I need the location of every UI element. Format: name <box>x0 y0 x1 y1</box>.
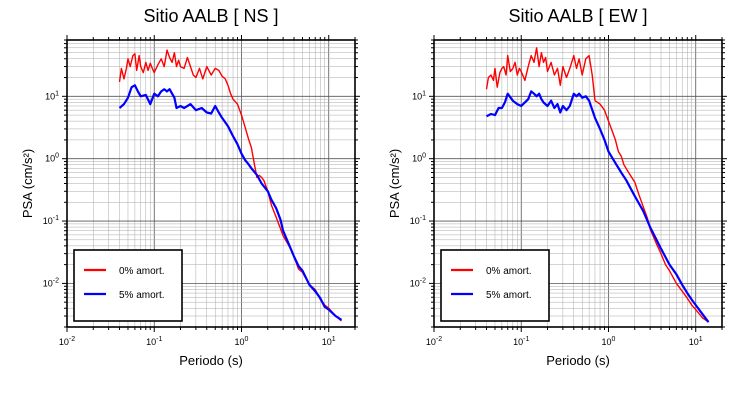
x-tick-label-base: 10 <box>426 337 436 347</box>
x-axis-label: Periodo (s) <box>546 353 610 368</box>
y-tick-label-exponent: 0 <box>422 153 426 160</box>
chart-title: Sitio AALB [ NS ] <box>143 6 278 26</box>
series-line-2 <box>118 84 343 321</box>
x-tick-label-base: 10 <box>146 337 156 347</box>
y-tick-label-base: 10 <box>410 216 420 226</box>
y-tick-label-exponent: -1 <box>420 215 426 222</box>
x-axis-label: Periodo (s) <box>179 353 243 368</box>
x-tick-label-exponent: 0 <box>245 336 249 343</box>
x-tick-label: 100 <box>235 336 249 347</box>
y-tick-label: 101 <box>412 90 426 101</box>
y-tick-label: 100 <box>45 153 59 164</box>
legend: 0% amort. 5% amort. <box>73 249 183 322</box>
y-tick-label-base: 10 <box>412 154 422 164</box>
x-tick-label-base: 10 <box>602 337 612 347</box>
x-tick-label: 10-2 <box>59 336 75 347</box>
plot-frame <box>433 39 723 328</box>
x-tick-label-exponent: 1 <box>332 336 336 343</box>
y-tick-label-exponent: 1 <box>422 90 426 97</box>
y-tick-label-base: 10 <box>43 216 53 226</box>
y-tick-label: 10-1 <box>43 215 59 226</box>
y-tick-label-base: 10 <box>45 91 55 101</box>
y-axis-label: PSA (cm/s²) <box>387 149 402 218</box>
y-tick-label-exponent: 1 <box>55 90 59 97</box>
x-tick-label-exponent: -1 <box>156 336 162 343</box>
y-tick-label-exponent: -2 <box>420 277 426 284</box>
x-tick-label-exponent: -2 <box>436 336 442 343</box>
x-tick-label-exponent: 0 <box>612 336 616 343</box>
legend-box <box>440 249 550 322</box>
y-tick-label-exponent: -2 <box>53 277 59 284</box>
y-tick-label: 10-2 <box>410 277 426 288</box>
y-tick-label-base: 10 <box>412 91 422 101</box>
series-line-1 <box>118 49 342 322</box>
legend: 0% amort. 5% amort. <box>440 249 550 322</box>
x-tick-label: 101 <box>322 336 336 347</box>
y-tick-label-base: 10 <box>43 278 53 288</box>
y-tick-label-exponent: 0 <box>55 153 59 160</box>
x-tick-label: 10-1 <box>146 336 162 347</box>
series-line-2 <box>486 90 710 323</box>
y-tick-label: 10-1 <box>410 215 426 226</box>
x-tick-label: 10-2 <box>426 336 442 347</box>
x-tick-label-exponent: -1 <box>523 336 529 343</box>
x-tick-label-base: 10 <box>322 337 332 347</box>
x-tick-label-base: 10 <box>59 337 69 347</box>
y-axis-label: PSA (cm/s²) <box>20 149 35 218</box>
y-tick-label: 101 <box>45 90 59 101</box>
y-tick-label: 100 <box>412 153 426 164</box>
legend-label-2: 5% amort. <box>119 290 165 301</box>
chart-title: Sitio AALB [ EW ] <box>508 6 647 26</box>
y-tick-label-exponent: -1 <box>53 215 59 222</box>
x-tick-label: 100 <box>602 336 616 347</box>
legend-label-1: 0% amort. <box>486 266 532 277</box>
y-tick-label-base: 10 <box>410 278 420 288</box>
x-tick-label-base: 10 <box>235 337 245 347</box>
plot-frame <box>66 39 356 328</box>
x-tick-label-exponent: -2 <box>69 336 75 343</box>
legend-box <box>73 249 183 322</box>
x-tick-label: 101 <box>689 336 703 347</box>
x-tick-label-base: 10 <box>689 337 699 347</box>
legend-label-2: 5% amort. <box>486 290 532 301</box>
legend-label-1: 0% amort. <box>119 266 165 277</box>
y-tick-label: 10-2 <box>43 277 59 288</box>
y-tick-label-base: 10 <box>45 154 55 164</box>
x-tick-label-base: 10 <box>513 337 523 347</box>
x-tick-label: 10-1 <box>513 336 529 347</box>
x-tick-label-exponent: 1 <box>699 336 703 343</box>
grid <box>66 39 356 328</box>
